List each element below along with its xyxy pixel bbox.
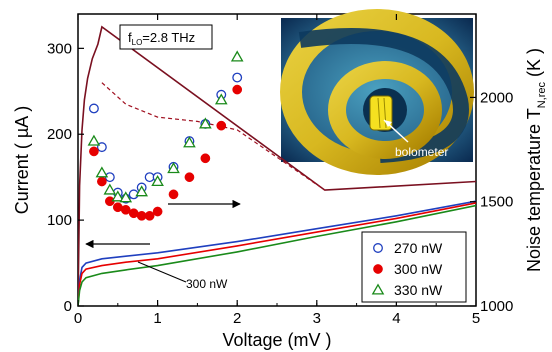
inset-image: bolometer (280, 9, 474, 175)
y-right-tick-label: 1000 (480, 298, 513, 315)
iv-annotation-leader (137, 261, 187, 283)
iv-curve-300-nw (78, 202, 476, 306)
data-point-330-nw (230, 50, 244, 62)
y-axis-right-label: Noise temperature TN,rec (K ) (524, 48, 548, 272)
data-point-300-nw (152, 206, 163, 217)
data-point-330-nw (183, 136, 196, 148)
data-point-330-nw (95, 166, 109, 178)
data-point-270-nw (88, 103, 99, 114)
data-point-270-nw (232, 72, 243, 83)
y-axis-left-label: Current ( µA ) (12, 106, 32, 214)
x-tick-label: 0 (74, 310, 82, 327)
data-point-330-nw (111, 190, 125, 202)
data-point-300-nw (89, 146, 99, 157)
svg-text:fLO=2.8 THz: fLO=2.8 THz (128, 30, 195, 47)
data-point-330-nw (135, 185, 149, 197)
data-point-300-nw (216, 120, 227, 131)
legend: 270 nW 300 nW 330 nW (361, 231, 467, 303)
iv-curve-no-lo (78, 25, 476, 306)
lo-freq-rest: =2.8 THz (142, 30, 195, 45)
x-tick-label: 4 (392, 310, 400, 327)
data-point-300-nw (232, 84, 243, 95)
y-left-tick-label: 0 (64, 298, 72, 315)
data-point-300-nw (144, 210, 155, 221)
data-point-300-nw (184, 172, 195, 183)
lo-frequency-annotation: fLO=2.8 THz (119, 24, 213, 50)
data-point-330-nw (199, 117, 212, 129)
data-point-300-nw (200, 153, 211, 164)
data-point-330-nw (103, 183, 117, 195)
x-tick-label: 1 (153, 310, 161, 327)
data-point-330-nw (214, 93, 228, 105)
lo-freq-main: f (128, 30, 132, 45)
legend-marker-270-nw (373, 243, 383, 253)
data-point-300-nw (168, 189, 179, 200)
data-point-270-nw (144, 172, 155, 183)
y-right-tick-label: 2000 (480, 89, 513, 106)
legend-marker-300-nw (373, 264, 383, 274)
legend-marker-330-nw (371, 283, 385, 295)
lo-freq-sub: LO (132, 38, 143, 47)
data-point-300-nw (97, 176, 107, 187)
data-point-330-nw (87, 134, 101, 146)
iv-curve-270-nw (78, 200, 476, 306)
y-left-tick-label: 200 (47, 126, 72, 143)
x-tick-label: 3 (313, 310, 321, 327)
iv-annotation-label: 300 nW (186, 277, 228, 291)
x-tick-label: 2 (233, 310, 241, 327)
legend-label: 270 nW (394, 240, 443, 256)
y-right-tick-label: 1500 (480, 194, 513, 211)
data-point-330-nw (119, 191, 133, 203)
x-axis-label: Voltage (mV ) (222, 330, 331, 350)
x-tick-label: 5 (472, 310, 480, 327)
inset-label: bolometer (395, 145, 448, 159)
noise-temperature-dashed-line (101, 82, 326, 191)
data-point-330-nw (151, 174, 164, 187)
y-left-tick-label: 100 (47, 212, 72, 229)
legend-label: 330 nW (394, 282, 443, 298)
data-point-330-nw (167, 162, 180, 174)
y-left-tick-label: 300 (47, 40, 72, 57)
legend-label: 300 nW (394, 261, 443, 277)
iv-curve-330-nw (78, 204, 476, 306)
